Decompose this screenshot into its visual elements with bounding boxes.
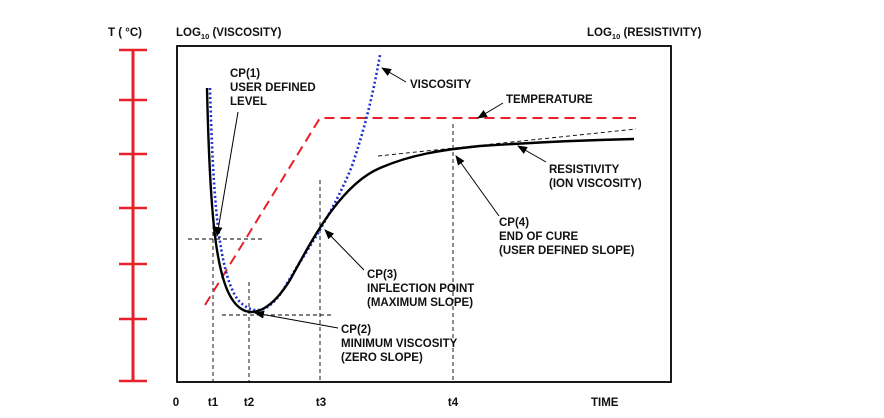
time-axis-ticks: 0 t1 t2 t3 t4: [173, 397, 459, 409]
cp3-label: CP(3) INFLECTION POINT (MAXIMUM SLOPE): [367, 269, 478, 309]
x-tick-t3: t3: [316, 397, 326, 409]
viscosity-curve-label: VISCOSITY: [410, 79, 472, 91]
resistivity-axis-label: LOG10 (RESISTIVITY): [587, 27, 702, 41]
cp4-label: CP(4) END OF CURE (USER DEFINED SLOPE): [499, 217, 635, 257]
resistivity-curve: [205, 87, 635, 314]
x-tick-t1: t1: [208, 397, 219, 409]
cp1-label: CP(1) USER DEFINED LEVEL: [230, 68, 319, 108]
plot-frame: [176, 45, 672, 383]
temperature-curve: [204, 117, 636, 306]
viscosity-axis-label: LOG10 (VISCOSITY): [176, 27, 282, 41]
x-tick-t4: t4: [448, 397, 459, 409]
temperature-axis-label: T ( °C): [108, 27, 142, 39]
temperature-curve-label: TEMPERATURE: [506, 94, 593, 106]
callout-arrows: [214, 67, 547, 329]
x-tick-t2: t2: [244, 397, 254, 409]
temperature-axis: [119, 48, 147, 383]
cp2-label: CP(2) MINIMUM VISCOSITY (ZERO SLOPE): [341, 324, 460, 364]
resistivity-curve-label: RESISTIVITY (ION VISCOSITY): [549, 164, 642, 190]
time-axis-label: TIME: [591, 397, 619, 409]
tangent-lines: [188, 128, 637, 316]
x-tick-0: 0: [173, 397, 179, 409]
time-markers: [212, 124, 454, 382]
